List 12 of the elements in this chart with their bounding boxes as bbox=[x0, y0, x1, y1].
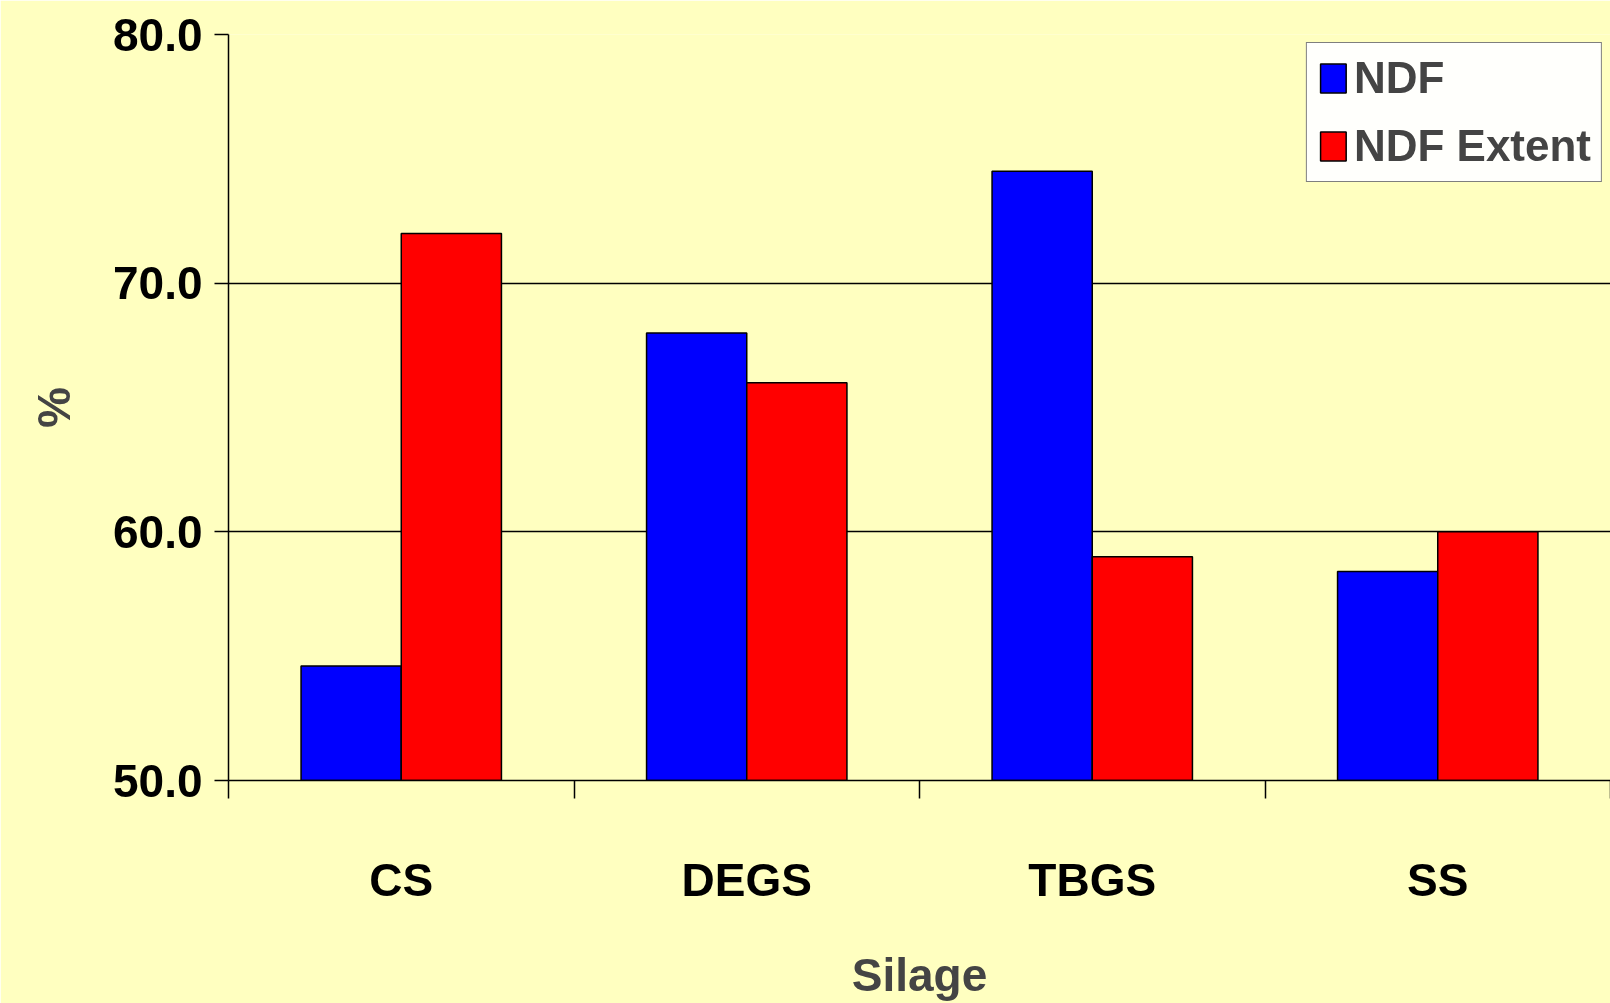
y-axis-title: % bbox=[27, 387, 80, 428]
x-tick-label: SS bbox=[1407, 853, 1469, 906]
x-tick-label: TBGS bbox=[1028, 853, 1157, 906]
y-tick-label: 80.0 bbox=[112, 8, 203, 61]
x-tick-label: CS bbox=[369, 853, 434, 906]
x-axis-title: Silage bbox=[851, 948, 988, 1001]
legend-label: NDF Extent bbox=[1353, 121, 1591, 171]
x-tick-label: DEGS bbox=[681, 853, 812, 906]
y-tick-label: 60.0 bbox=[112, 505, 203, 558]
legend-label: NDF bbox=[1353, 53, 1445, 103]
y-tick-label: 50.0 bbox=[112, 754, 203, 807]
y-tick-label: 70.0 bbox=[112, 257, 203, 310]
